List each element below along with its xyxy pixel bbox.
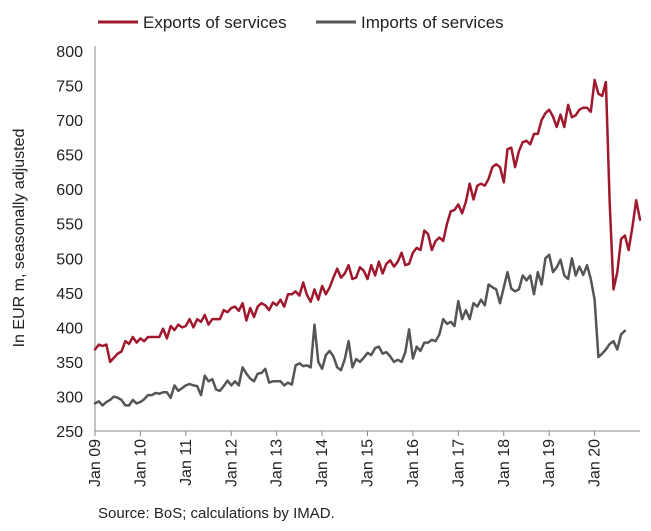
y-tick-label: 400	[56, 320, 83, 337]
x-tick-label: Jan 15	[360, 439, 377, 487]
x-tick-label: Jan 11	[178, 439, 195, 486]
chart-series-group	[93, 78, 642, 407]
x-tick-label: Jan 09	[87, 439, 104, 487]
x-tick-label: Jan 20	[587, 439, 604, 487]
y-tick-label: 250	[56, 424, 83, 441]
y-tick-label: 750	[56, 79, 83, 96]
x-tick-label: Jan 14	[314, 439, 331, 487]
y-tick-label: 300	[56, 389, 83, 406]
y-tick-label: 450	[56, 286, 83, 303]
x-tick-label: Jan 18	[496, 439, 513, 487]
y-tick-label: 550	[56, 217, 83, 234]
chart-axes: 250 300 350 400 450 500 550 600 650 700 750 800 Jan …	[56, 44, 640, 487]
y-tick-label: 350	[56, 355, 83, 372]
source-note: Source: BoS; calculations by IMAD.	[98, 505, 335, 522]
imports-series-line	[93, 253, 627, 407]
y-tick-label: 500	[56, 251, 83, 268]
x-tick-label: Jan 10	[132, 439, 149, 487]
x-tick-label: Jan 12	[223, 439, 240, 487]
x-tick-label: Jan 16	[405, 439, 422, 487]
exports-series-line	[93, 78, 642, 364]
y-tick-label: 600	[56, 182, 83, 199]
y-tick-label: 700	[56, 113, 83, 130]
chart-legend: Exports of services Imports of services	[98, 13, 504, 32]
y-tick-label: 800	[56, 44, 83, 61]
x-tick-label: Jan 13	[269, 439, 286, 487]
x-tick-label: Jan 19	[541, 439, 558, 487]
y-tick-label: 650	[56, 148, 83, 165]
legend-label: Imports of services	[361, 13, 504, 32]
y-axis-label-group: In EUR m, seasonally adjusted	[11, 129, 28, 348]
y-axis-label: In EUR m, seasonally adjusted	[11, 129, 28, 348]
legend-label: Exports of services	[143, 13, 287, 32]
x-tick-label: Jan 17	[450, 439, 467, 487]
